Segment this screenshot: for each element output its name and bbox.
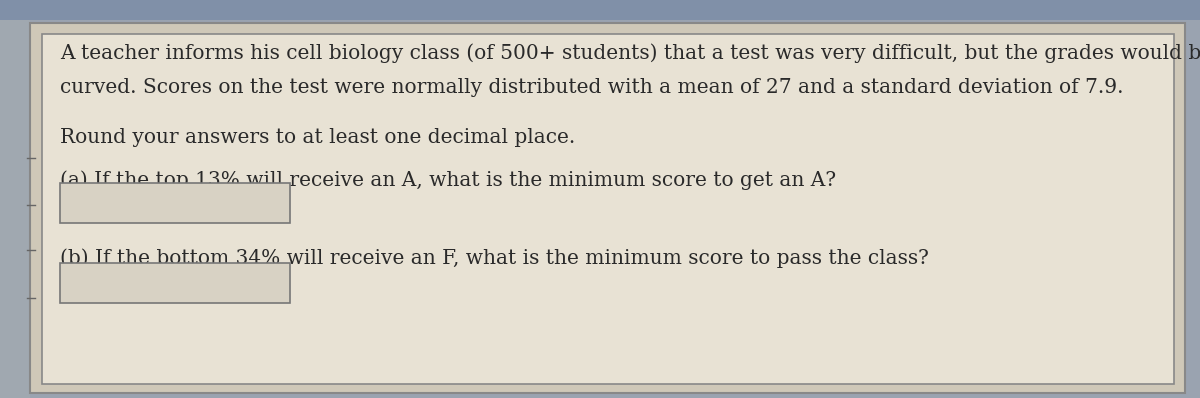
Bar (0, 0, 1200, 20)
Bar (0, 20, 30, 398)
Bar (60, 263, 290, 303)
Text: curved. Scores on the test were normally distributed with a mean of 27 and a sta: curved. Scores on the test were normally… (60, 78, 1123, 97)
Text: A teacher informs his cell biology class (of 500+ students) that a test was very: A teacher informs his cell biology class… (60, 43, 1200, 62)
Text: Round your answers to at least one decimal place.: Round your answers to at least one decim… (60, 128, 575, 147)
Bar (60, 183, 290, 223)
Text: (a) If the top 13% will receive an A, what is the minimum score to get an A?: (a) If the top 13% will receive an A, wh… (60, 170, 836, 190)
Bar (42, 34, 1174, 384)
Text: (b) If the bottom 34% will receive an F, what is the minimum score to pass the c: (b) If the bottom 34% will receive an F,… (60, 248, 929, 268)
